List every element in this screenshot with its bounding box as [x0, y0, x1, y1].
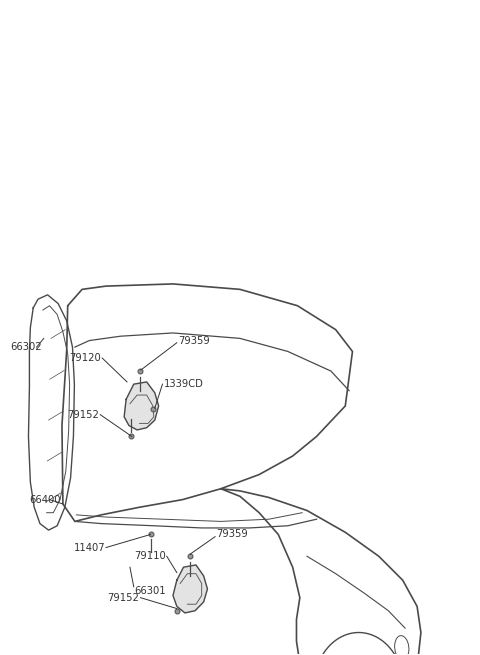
Text: 79359: 79359	[178, 335, 210, 346]
Text: 79120: 79120	[70, 353, 101, 363]
Polygon shape	[124, 382, 158, 430]
Text: 66400: 66400	[29, 495, 61, 504]
Text: 79152: 79152	[67, 409, 99, 420]
Text: 66301: 66301	[135, 586, 167, 596]
Text: 11407: 11407	[73, 542, 105, 553]
Text: 66302: 66302	[10, 342, 42, 352]
Text: 79110: 79110	[134, 552, 166, 561]
Polygon shape	[173, 565, 207, 613]
Text: 79359: 79359	[216, 529, 248, 540]
Text: 79152: 79152	[108, 593, 140, 603]
Text: 1339CD: 1339CD	[163, 379, 204, 389]
